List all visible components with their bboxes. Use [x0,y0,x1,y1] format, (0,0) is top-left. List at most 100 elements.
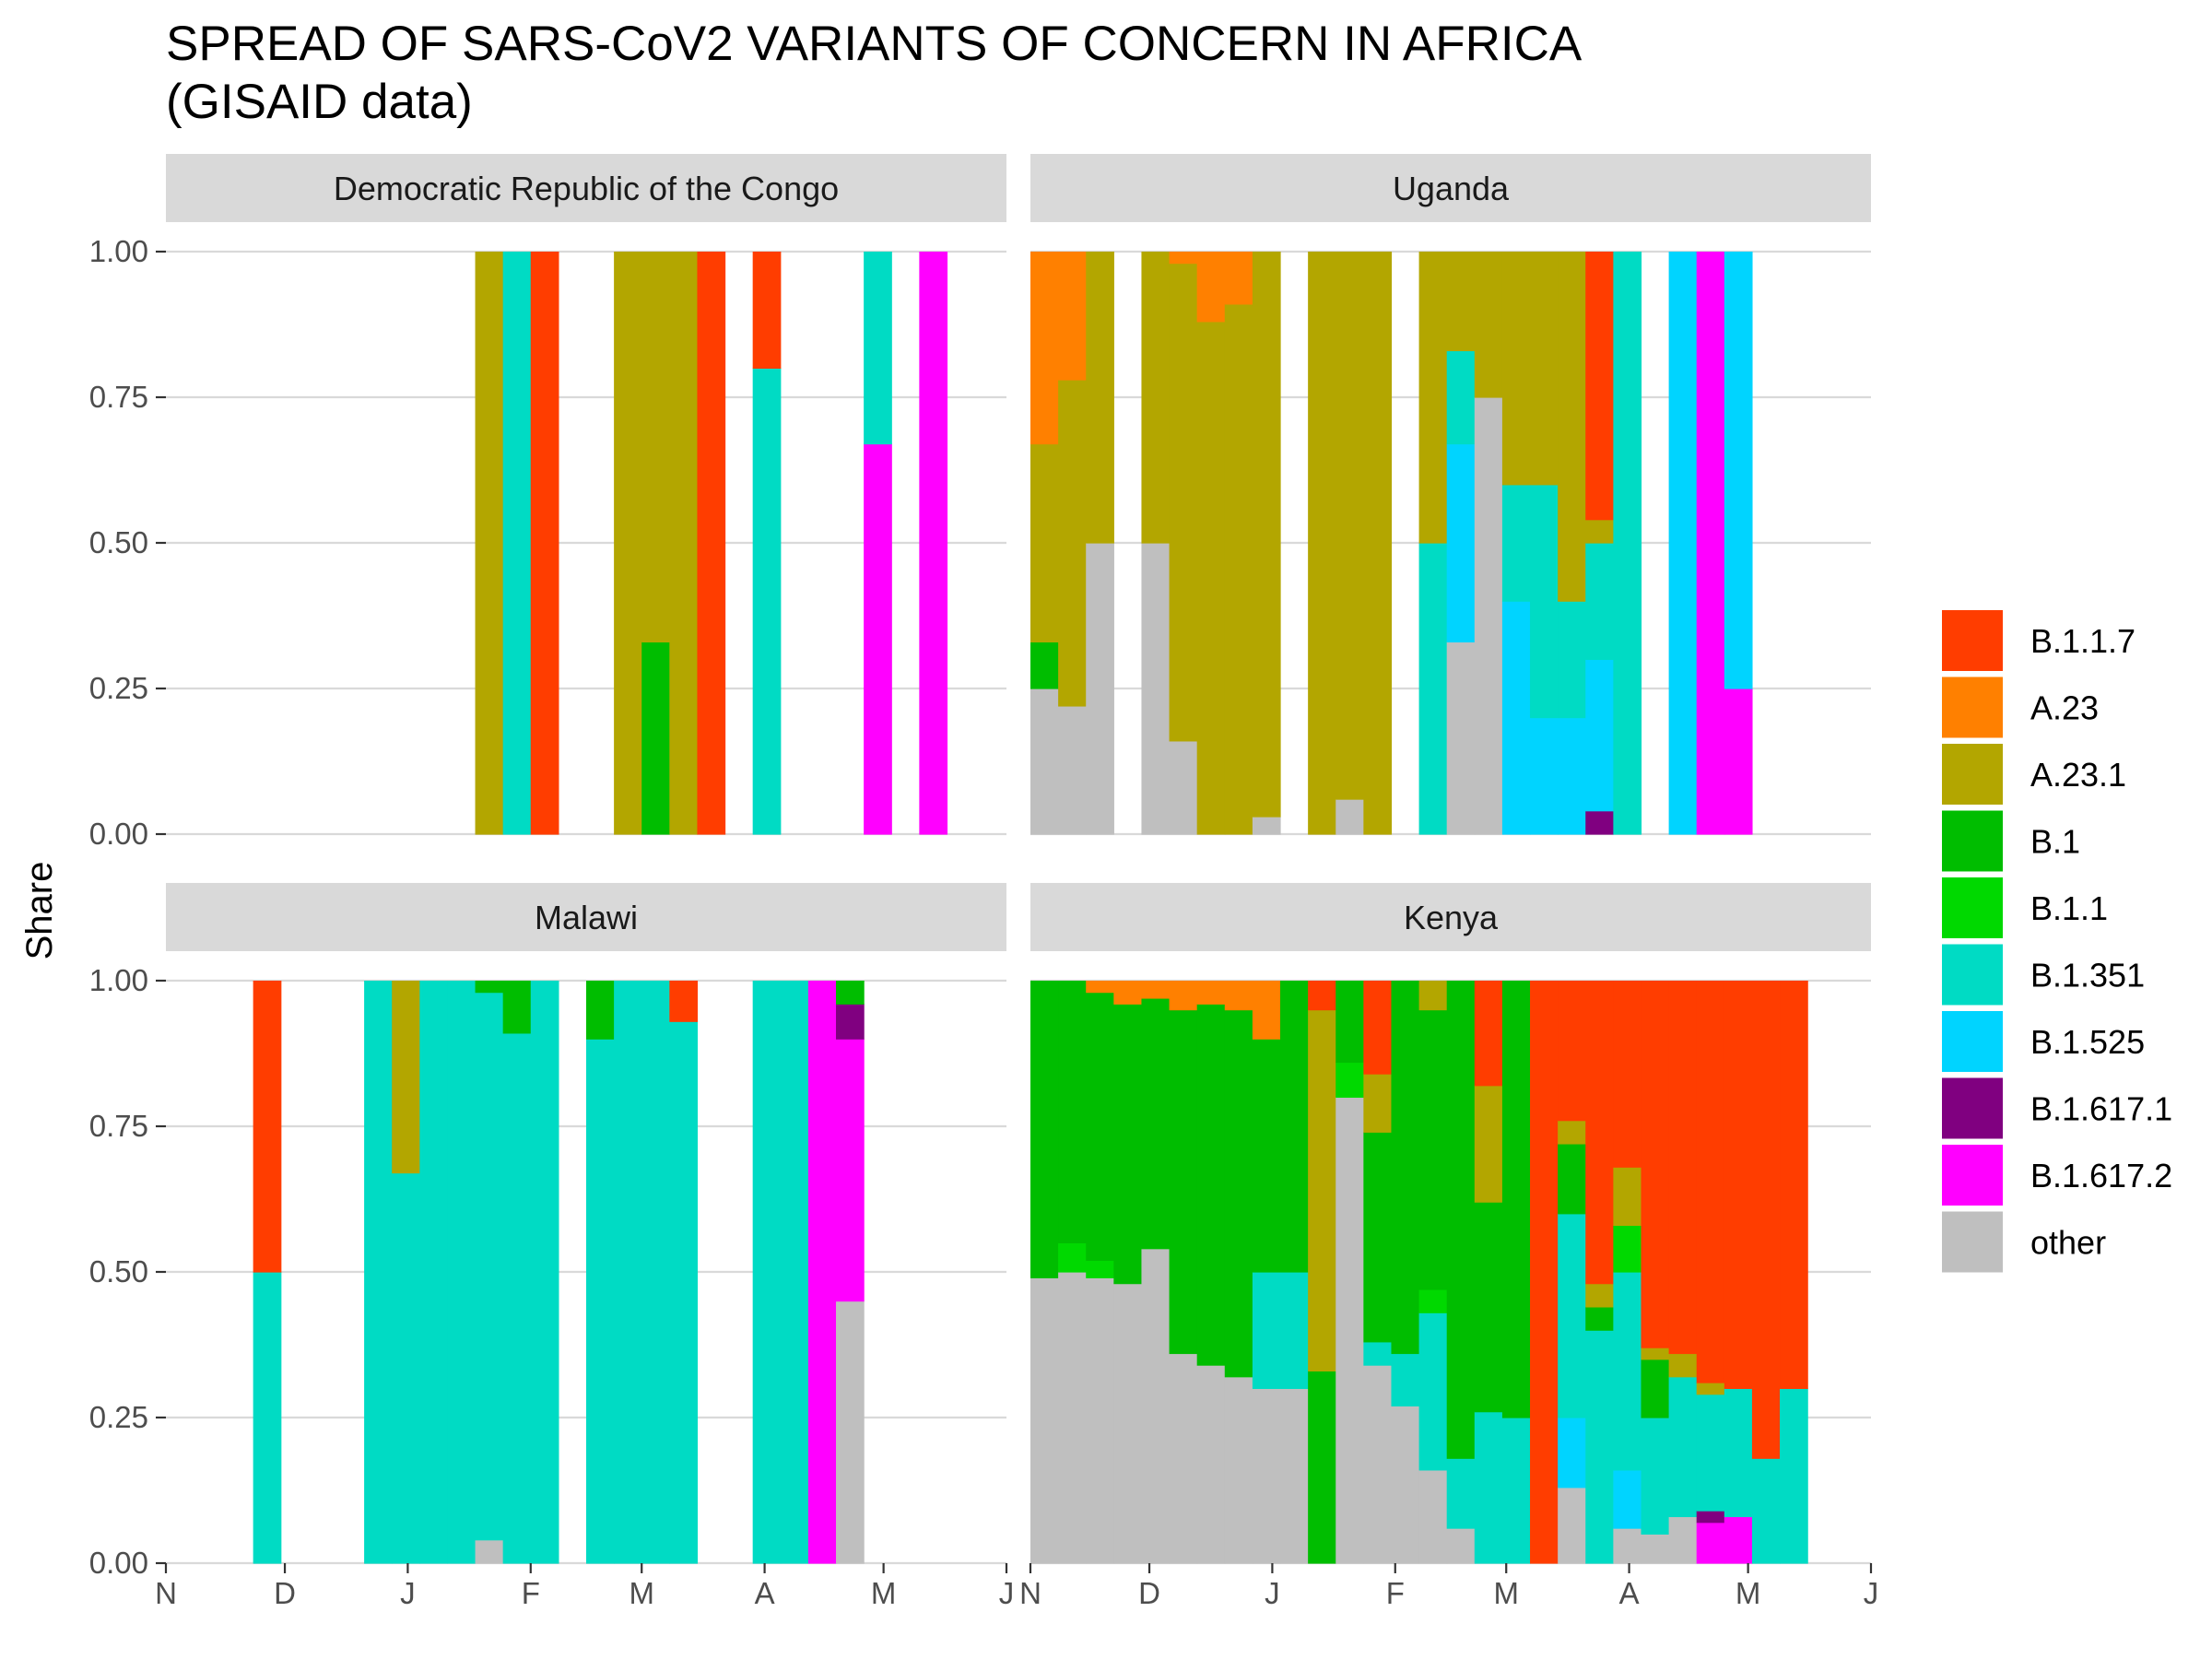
bar [1196,252,1226,835]
legend-item: A.23.1 [1942,744,2126,805]
bar-segment [836,1039,865,1302]
bar-segment [1613,252,1642,835]
bar-segment [1363,252,1393,835]
facet-strip [166,154,1006,222]
bar-segment [1530,981,1559,1564]
bar-segment [1335,252,1364,800]
bar [1585,981,1614,1564]
bar-segment [1585,1283,1614,1308]
bar-segment [502,981,532,1034]
bar [530,981,559,1564]
bar-segment [392,1172,420,1564]
bar [864,252,892,835]
y-tick-label: 0.00 [89,817,148,851]
legend-swatch [1942,944,2003,1006]
bar-segment [1558,1120,1586,1145]
bar-segment [1696,981,1725,1383]
bar-segment [1308,1371,1336,1564]
bar-segment [1280,981,1309,1273]
bar-segment [1668,1353,1698,1378]
bar-segment [1252,1272,1281,1389]
bar [1446,981,1476,1564]
bar-segment [1751,1458,1781,1564]
x-tick-label: N [155,1576,177,1610]
x-tick-label: F [522,1576,540,1610]
bar [1086,981,1114,1564]
bar-segment [1641,1347,1670,1360]
bar-segment [1641,1534,1670,1564]
x-tick-label: M [629,1576,654,1610]
legend-swatch [1942,610,2003,671]
bar-segment [1501,252,1531,486]
bar-segment [1585,810,1614,835]
bar-segment [1696,252,1725,835]
legend-label: A.23 [2030,689,2099,727]
y-tick-label: 0.25 [89,671,148,705]
bar-segment [752,368,782,835]
bar [1501,252,1531,835]
bar-segment [1196,1365,1226,1564]
bar-segment [1613,1469,1642,1529]
y-tick-label: 0.00 [89,1546,148,1580]
bar [669,981,699,1564]
bar-segment [919,252,948,835]
bar [1335,981,1364,1564]
bar-segment [1030,641,1059,689]
bar [614,981,642,1564]
bar [1252,981,1281,1564]
bar-segment [669,252,699,835]
legend-item: B.1 [1942,810,2080,872]
bar-segment [1446,1528,1476,1564]
bar-segment [1585,252,1614,521]
legend-item: B.1.525 [1942,1011,2145,1072]
bar [1169,981,1198,1564]
bar-segment [1141,543,1171,835]
bar-segment [1058,252,1087,381]
legend-swatch [1942,1211,2003,1273]
bar [641,981,670,1564]
facet-strip [1030,883,1871,951]
bar-segment [1585,543,1614,660]
bar-segment [1030,443,1059,643]
bar [1058,252,1087,835]
bar-segment [1224,1009,1253,1378]
bar-segment [1474,1085,1503,1203]
bar-segment [1446,1458,1476,1529]
legend-label: B.1.617.1 [2030,1090,2172,1128]
bar-segment [1224,1376,1253,1564]
bar [614,252,642,835]
bar-segment [1613,1225,1642,1273]
bar-segment [1252,1388,1281,1564]
bar-segment [1474,252,1503,398]
bar-segment [1169,981,1198,1011]
bar [1391,981,1420,1564]
bar-segment [1418,252,1448,544]
bar-segment [1418,1469,1448,1564]
bar [1446,252,1476,835]
x-tick-label: M [1493,1576,1519,1610]
bar [1196,981,1226,1564]
bar-segment [1751,981,1781,1459]
facet-label: Uganda [1393,170,1510,207]
bar-segment [1252,1039,1281,1273]
bar-segment [253,1272,282,1564]
bar [1780,981,1808,1564]
bar [1169,252,1198,835]
bar-segment [1030,1277,1059,1564]
bar-segment [752,981,782,1564]
legend-label: other [2030,1224,2106,1262]
bar-segment [1086,1277,1114,1564]
x-tick-label: N [1019,1576,1041,1610]
bar-segment [475,992,504,1541]
bar-segment [1086,992,1114,1261]
facet-label: Malawi [535,899,638,936]
bar-segment [1363,1074,1393,1133]
bar-segment [1058,705,1087,835]
bar-segment [1446,443,1476,643]
bar-segment [1058,380,1087,707]
legend-item: A.23 [1942,677,2099,738]
y-tick-label: 0.75 [89,380,148,414]
bar-segment [1308,252,1336,835]
x-tick-label: M [871,1576,897,1610]
